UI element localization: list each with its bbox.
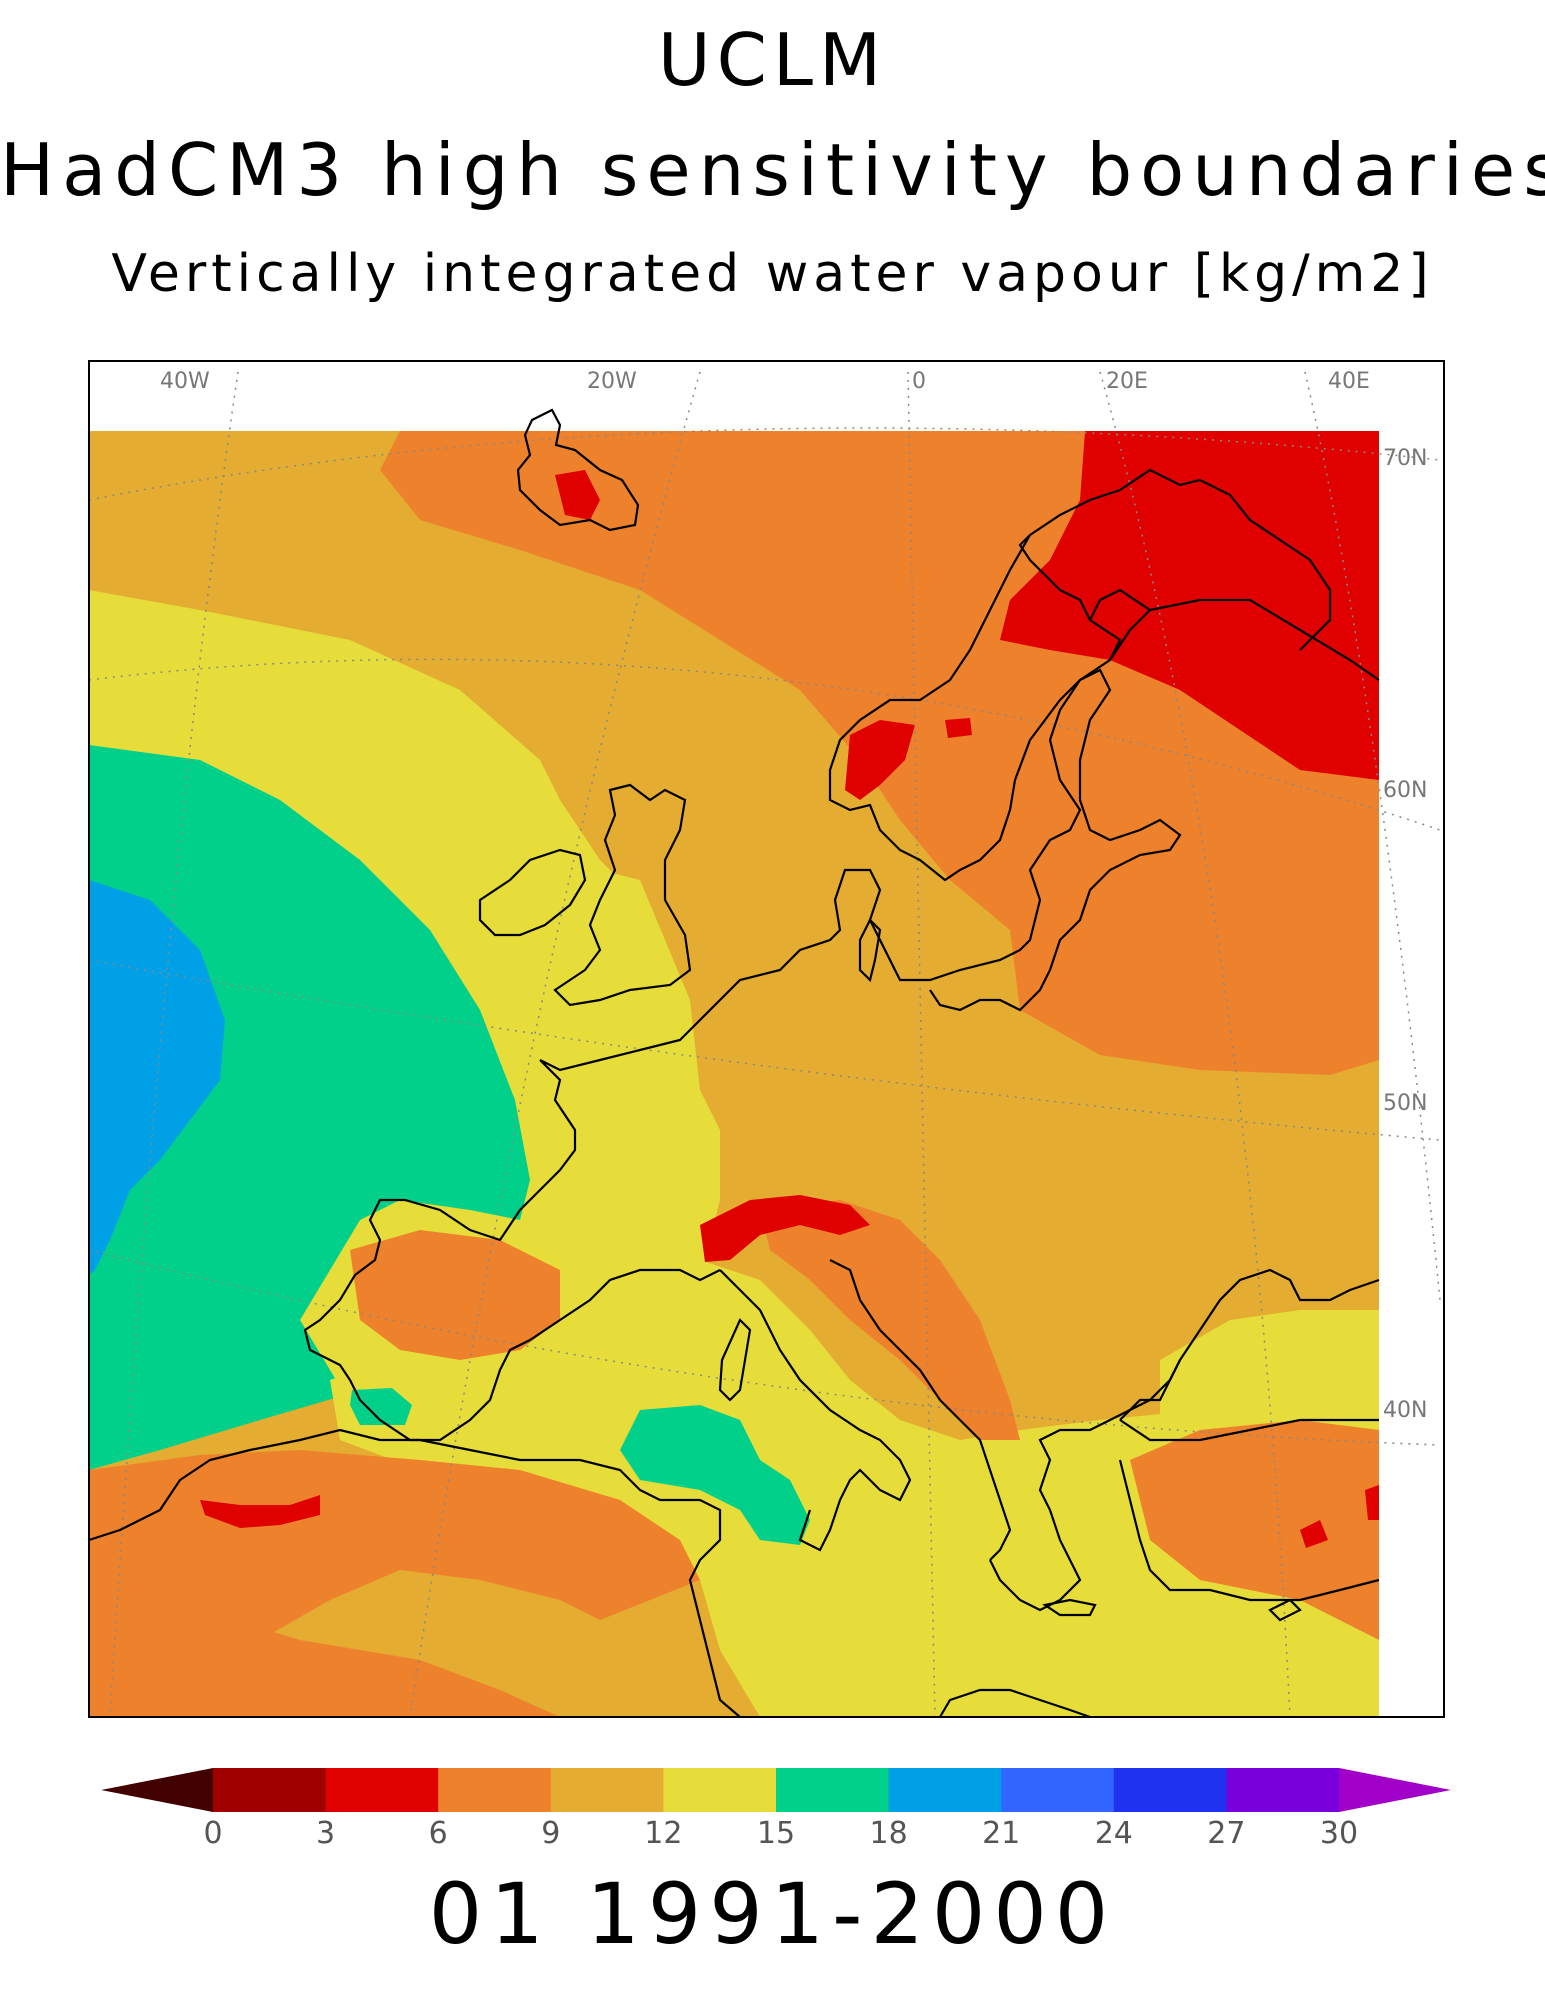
coast-crete xyxy=(1042,1598,1097,1617)
colorbar-tick-label: 18 xyxy=(870,1816,908,1851)
field-orange-iberia xyxy=(350,1230,560,1360)
colorbar: 0 3 6 9 12 15 18 21 24 27 30 xyxy=(101,1768,1451,1851)
longitude-labels: 40W 20W 0 20E 40E xyxy=(160,369,1370,394)
meridian-40e xyxy=(1304,371,1441,1301)
coast-africa-east xyxy=(939,1688,1091,1719)
field-green-ocean xyxy=(89,745,530,1470)
field-blue-ocean xyxy=(89,880,225,1275)
lon-label-20e: 20E xyxy=(1106,369,1148,394)
lat-label-50n: 50N xyxy=(1383,1091,1427,1116)
water-vapour-field xyxy=(89,431,1379,1717)
colorbar-bin-15-18 xyxy=(776,1768,890,1812)
colorbar-bin-12-15 xyxy=(663,1768,777,1812)
title-line-3: Vertically integrated water vapour [kg/m… xyxy=(111,244,1434,304)
coast-finland xyxy=(1149,598,1380,681)
field-orange-iceland xyxy=(430,431,525,490)
coast-baltic xyxy=(929,668,1182,1012)
colorbar-bin-9-12 xyxy=(550,1768,664,1812)
field-red-norway-small xyxy=(945,718,972,738)
lon-label-20w: 20W xyxy=(587,369,637,394)
field-red-scandinavia xyxy=(1000,431,1379,780)
colorbar-tick-label: 9 xyxy=(541,1816,560,1851)
colorbar-bins xyxy=(213,1768,1340,1812)
colorbar-bin-24-27 xyxy=(1113,1768,1227,1812)
coast-italy xyxy=(719,1269,912,1552)
field-yellow-mediterranean xyxy=(330,1260,1379,1717)
colorbar-tick-label: 3 xyxy=(316,1816,335,1851)
colorbar-bin-6-9 xyxy=(438,1768,552,1812)
colorbar-bin-0-3 xyxy=(213,1768,327,1812)
coast-iberia xyxy=(349,1268,721,1442)
period-label: 01 1991-2000 xyxy=(428,1865,1117,1963)
colorbar-bin-27-30 xyxy=(1226,1768,1340,1812)
coast-sardinia xyxy=(718,1318,752,1402)
field-red-alps xyxy=(700,1195,870,1262)
graticule xyxy=(88,371,1441,1718)
coast-france xyxy=(303,1059,577,1381)
coastlines xyxy=(88,408,1380,1719)
colorbar-bin-21-24 xyxy=(1001,1768,1115,1812)
lon-label-0: 0 xyxy=(912,369,926,394)
parallel-50n xyxy=(88,959,1441,1141)
meridian-20e xyxy=(1099,371,1291,1718)
parallel-40n xyxy=(88,1249,1441,1446)
colorbar-tick-label: 0 xyxy=(203,1816,222,1851)
colorbar-tick-label: 24 xyxy=(1095,1816,1133,1851)
coast-africa xyxy=(88,1428,741,1718)
colorbar-tick-label: 27 xyxy=(1207,1816,1245,1851)
field-yellow-black-sea xyxy=(1160,1310,1379,1440)
field-red-atlas xyxy=(200,1495,320,1528)
latitude-labels: 70N 60N 50N 40N xyxy=(1383,446,1427,1423)
colorbar-tick-label: 12 xyxy=(644,1816,682,1851)
coast-denmark xyxy=(858,918,882,983)
colorbar-tick-label: 6 xyxy=(429,1816,448,1851)
lat-label-70n: 70N xyxy=(1383,446,1427,471)
field-red-caucasus xyxy=(1365,1485,1379,1520)
coast-ireland xyxy=(478,848,587,937)
coast-black-sea xyxy=(1119,1268,1380,1421)
field-red-anatolia xyxy=(1300,1520,1328,1548)
colorbar-upper-extension xyxy=(1339,1768,1451,1812)
map-frame xyxy=(88,360,1445,1718)
coast-cyprus xyxy=(1268,1598,1302,1622)
colorbar-tick-label: 30 xyxy=(1320,1816,1358,1851)
colorbar-lower-extension xyxy=(101,1768,213,1812)
coast-britain xyxy=(553,783,692,1007)
coast-norway xyxy=(1029,468,1332,651)
field-orange-anatolia xyxy=(1130,1420,1379,1640)
lat-label-40n: 40N xyxy=(1383,1398,1427,1423)
coast-adriatic xyxy=(829,1259,1012,1561)
field-orange-balkans xyxy=(760,1200,1020,1440)
field-green-alboran xyxy=(350,1388,412,1425)
field-red-norway xyxy=(845,720,915,800)
coast-iceland xyxy=(516,408,640,532)
coast-scandinavia-west xyxy=(828,534,1031,882)
coast-gulf-bothnia xyxy=(1089,588,1152,661)
coast-anatolia xyxy=(1118,1418,1380,1602)
colorbar-tick-label: 21 xyxy=(982,1816,1020,1851)
field-green-tyrrhenian xyxy=(620,1405,810,1545)
field-red-iceland xyxy=(555,470,600,520)
colorbar-tick-labels: 0 3 6 9 12 15 18 21 24 27 30 xyxy=(203,1816,1358,1851)
colorbar-bin-18-21 xyxy=(888,1768,1002,1812)
colorbar-tick-label: 15 xyxy=(757,1816,795,1851)
lat-label-60n: 60N xyxy=(1383,778,1427,803)
lon-label-40w: 40W xyxy=(160,369,210,394)
title-line-1: UCLM xyxy=(657,18,888,102)
colorbar-bin-3-6 xyxy=(325,1768,439,1812)
field-orange-africa-south xyxy=(89,1600,560,1717)
lon-label-40e: 40E xyxy=(1328,369,1370,394)
title-line-2: HadCM3 high sensitivity boundaries xyxy=(0,128,1545,212)
